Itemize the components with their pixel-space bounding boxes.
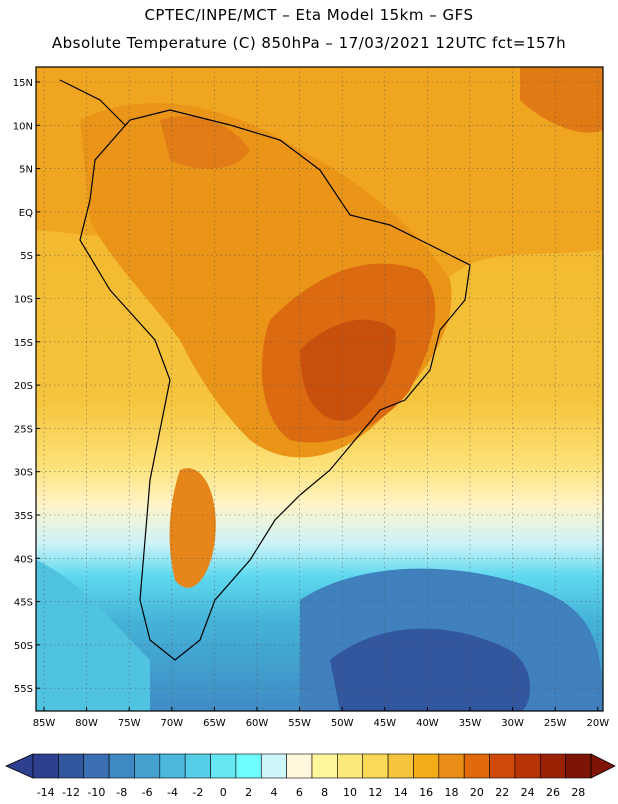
legend-swatch <box>184 753 211 779</box>
legend-swatch <box>286 753 313 779</box>
graticule <box>36 67 603 711</box>
latitude-labels: 15N 10N 5N EQ 5S 10S 15S 20S 25S 30S 35S 40S 45S 50S 5… <box>13 78 40 695</box>
lon-label: 20W <box>586 718 609 729</box>
legend-tick-label: -6 <box>142 786 153 799</box>
legend-swatch <box>565 753 592 779</box>
lon-label: 30W <box>501 718 524 729</box>
legend-tick-label: 28 <box>571 786 585 799</box>
legend-swatch <box>134 753 161 779</box>
lon-label: 55W <box>288 718 311 729</box>
legend-swatch <box>260 753 287 779</box>
legend-swatch <box>32 753 59 779</box>
legend-swatch <box>463 753 490 779</box>
lat-label: 20S <box>14 381 33 392</box>
legend-tick-label: -8 <box>116 786 127 799</box>
lon-label: 75W <box>118 718 141 729</box>
lat-label: 35S <box>14 511 33 522</box>
lat-label: 50S <box>14 641 33 652</box>
legend-swatch <box>514 753 541 779</box>
legend-swatch <box>489 753 516 779</box>
lat-label: 15S <box>14 338 33 349</box>
lat-label: EQ <box>19 208 33 219</box>
lat-label: 30S <box>14 468 33 479</box>
lon-label: 65W <box>203 718 226 729</box>
legend-tick-label: 24 <box>521 786 535 799</box>
lat-label: 10S <box>14 295 33 306</box>
legend-arrow-max <box>590 753 616 779</box>
legend-tick-label: -10 <box>87 786 105 799</box>
lon-label: 35W <box>459 718 482 729</box>
legend-tick-label: 14 <box>394 786 408 799</box>
lon-label: 80W <box>75 718 98 729</box>
legend-swatch <box>539 753 566 779</box>
legend-swatch <box>362 753 389 779</box>
lat-label: 55S <box>14 684 33 695</box>
legend-arrow-min <box>5 753 34 779</box>
legend-tick-label: 26 <box>546 786 560 799</box>
legend-tick-label: 8 <box>321 786 328 799</box>
temperature-field <box>36 67 603 711</box>
lat-label: 5S <box>20 251 33 262</box>
legend-tick-label: 22 <box>495 786 509 799</box>
legend-swatch <box>337 753 364 779</box>
lat-label: 10N <box>13 121 33 132</box>
legend-swatch <box>210 753 237 779</box>
lon-label: 70W <box>160 718 183 729</box>
title-line-2: Absolute Temperature (C) 850hPa – 17/03/… <box>51 34 567 52</box>
legend-tick-label: 2 <box>245 786 252 799</box>
legend-tick-label: 18 <box>445 786 459 799</box>
legend-swatch <box>413 753 440 779</box>
legend-swatch <box>311 753 338 779</box>
lat-label: 45S <box>14 598 33 609</box>
lon-label: 25W <box>544 718 567 729</box>
lon-label: 60W <box>246 718 269 729</box>
legend-swatch <box>83 753 110 779</box>
legend-tick-label: 0 <box>220 786 227 799</box>
legend-swatch <box>159 753 186 779</box>
legend-swatch <box>438 753 465 779</box>
color-legend: -14 -12 -10 -8 -6 -4 -2 0 2 4 6 8 10 12 14 16 18 20 22 24 26… <box>5 753 616 799</box>
legend-swatch <box>235 753 262 779</box>
legend-tick-label: 20 <box>470 786 484 799</box>
legend-tick-label: 16 <box>419 786 433 799</box>
coastlines <box>59 79 471 661</box>
lon-label: 45W <box>373 718 396 729</box>
legend-tick-label: -14 <box>37 786 55 799</box>
legend-tick-label: -2 <box>192 786 203 799</box>
legend-swatch <box>387 753 414 779</box>
legend-tick-label: -12 <box>62 786 80 799</box>
legend-swatch <box>108 753 135 779</box>
lon-label: 85W <box>33 718 56 729</box>
lat-label: 15N <box>13 78 33 89</box>
longitude-labels: 85W 80W 75W 70W 65W 60W 55W 50W 45W 40W 35W 30W 25W 2… <box>33 707 609 729</box>
legend-tick-label: 6 <box>296 786 303 799</box>
lat-label: 40S <box>14 554 33 565</box>
legend-tick-label: 10 <box>343 786 357 799</box>
lon-label: 40W <box>416 718 439 729</box>
lat-label: 25S <box>14 424 33 435</box>
legend-tick-label: 12 <box>368 786 382 799</box>
legend-tick-label: 4 <box>270 786 277 799</box>
legend-swatch <box>58 753 85 779</box>
title-line-1: CPTEC/INPE/MCT – Eta Model 15km – GFS <box>144 6 474 24</box>
legend-tick-label: -4 <box>167 786 178 799</box>
map-frame <box>35 66 604 712</box>
lat-label: 5N <box>19 165 33 176</box>
lon-label: 50W <box>331 718 354 729</box>
